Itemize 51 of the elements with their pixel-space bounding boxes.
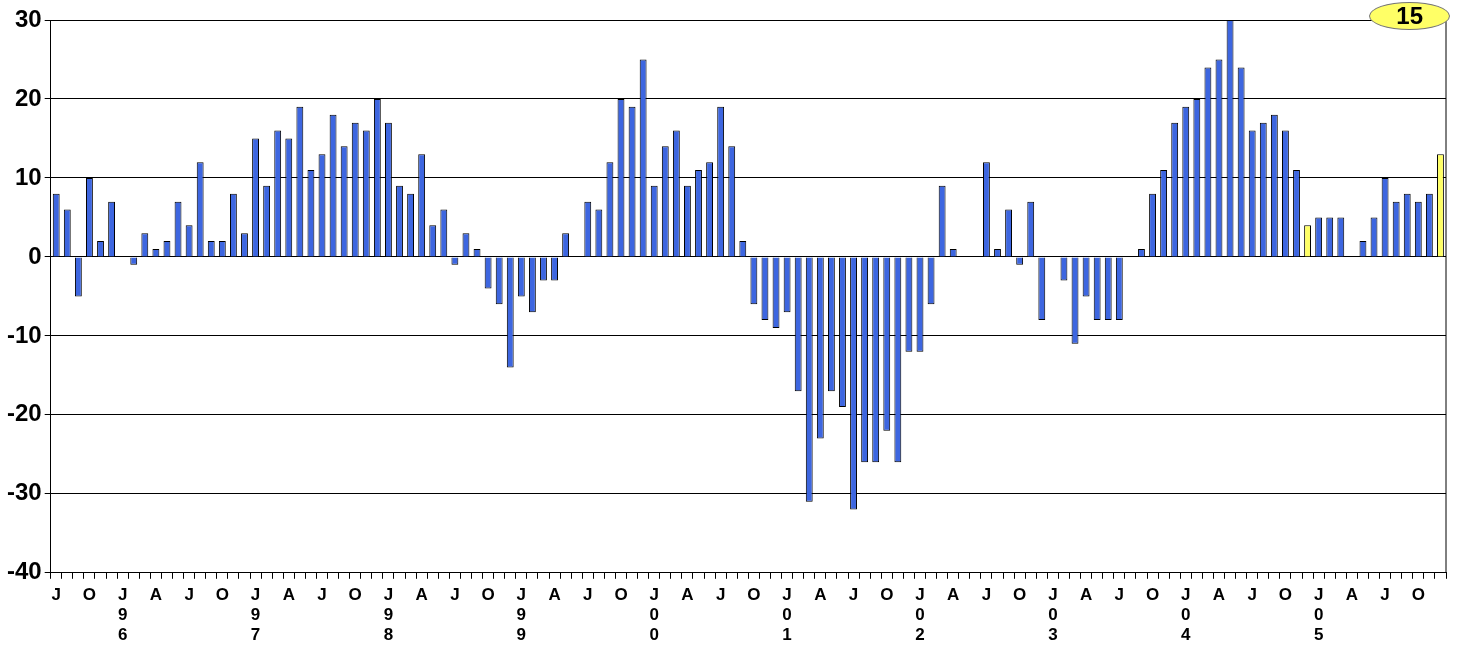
x-tick-label: A [1345, 584, 1359, 604]
x-tick-label: J [715, 584, 726, 604]
x-tick-label: A [947, 584, 960, 604]
x-tick-label: J [184, 584, 194, 604]
x-tick-label: J [317, 584, 327, 604]
x-tick-label: J 9 6 [117, 584, 128, 645]
x-tick-label: O [747, 584, 761, 604]
x-tick-label: O [1013, 584, 1027, 604]
x-tick-label: A [149, 584, 163, 604]
x-tick-label: J 0 1 [782, 584, 792, 645]
x-tick-label: A [415, 584, 428, 604]
x-tick-label: O [215, 584, 229, 604]
x-tick-label: O [614, 584, 628, 604]
x-tick-label: J [848, 584, 859, 604]
y-tick-label: 20 [14, 83, 42, 111]
x-tick-label: J [1380, 584, 1390, 604]
x-tick-label: J 0 5 [1313, 584, 1324, 645]
x-tick-label: O [481, 584, 495, 604]
x-tick-label: J 0 3 [1048, 584, 1058, 645]
x-tick-label: J 0 4 [1181, 584, 1192, 645]
x-tick-label: O [1145, 584, 1160, 604]
x-tick-label: A [282, 584, 295, 604]
x-tick-label: J 0 2 [915, 584, 925, 645]
x-tick-label: J [981, 584, 992, 604]
x-tick-label: J 9 9 [516, 584, 527, 645]
x-tick-label: J [1247, 584, 1257, 604]
x-tick-label: A [548, 584, 561, 604]
y-tick-label: -30 [7, 478, 42, 506]
x-tick-label: A [681, 584, 694, 604]
y-tick-label: 30 [14, 4, 42, 32]
x-tick-label: J 0 0 [649, 584, 659, 645]
x-tick-label: J [583, 584, 593, 604]
y-tick-label: 10 [14, 162, 42, 190]
y-tick-label: -10 [7, 320, 42, 348]
y-tick-label: -40 [7, 557, 42, 585]
x-tick-label: O [348, 584, 362, 604]
y-tick-label: 0 [28, 241, 42, 269]
x-tick-label: J 9 8 [383, 584, 394, 645]
x-tick-label: O [880, 584, 894, 604]
x-tick-label: J [51, 584, 61, 604]
x-tick-label: O [82, 584, 97, 604]
x-tick-label: O [1411, 584, 1425, 604]
x-tick-label: A [1079, 584, 1093, 604]
x-tick-label: J [450, 584, 460, 604]
x-tick-label: J 9 7 [250, 584, 261, 645]
x-tick-label: J [1114, 584, 1125, 604]
y-tick-label: -20 [7, 399, 42, 427]
x-tick-label: A [1212, 584, 1226, 604]
x-tick-label: O [1278, 584, 1293, 604]
speech-bubble: 15 [1369, 2, 1450, 30]
x-tick-label: A [814, 584, 827, 604]
